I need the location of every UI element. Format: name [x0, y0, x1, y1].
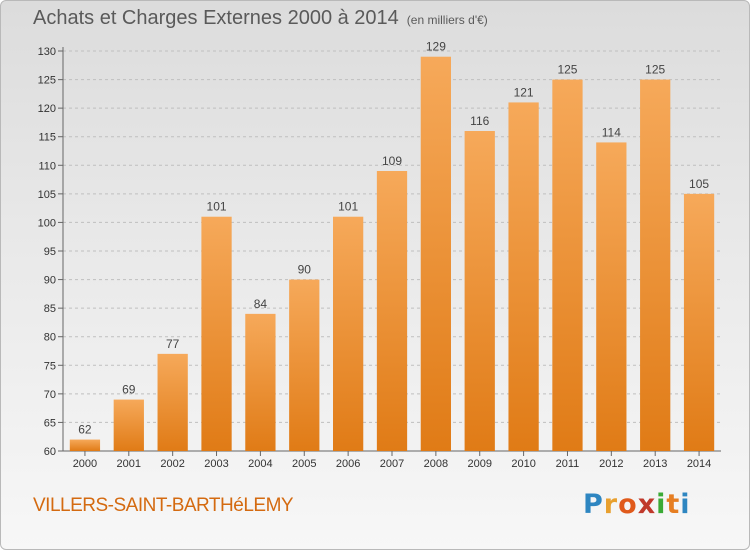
y-tick-label: 95 [44, 246, 56, 258]
bar-value-label: 62 [78, 423, 92, 437]
chart-subtitle: (en milliers d'€) [406, 13, 488, 27]
bar-value-label: 101 [207, 200, 227, 214]
x-tick-label: 2006 [336, 458, 360, 470]
y-tick-label: 115 [38, 132, 56, 144]
commune-name: VILLERS-SAINT-BARTHéLEMY [33, 495, 294, 516]
bar [332, 216, 364, 451]
bar-value-label: 121 [514, 85, 534, 99]
logo-letter: i [656, 489, 667, 520]
logo-letter: r [603, 489, 619, 520]
bar [683, 193, 715, 451]
y-tick-label: 90 [44, 275, 56, 287]
bar-value-label: 105 [689, 177, 709, 191]
y-tick-label: 65 [44, 417, 56, 429]
bar-value-label: 101 [338, 200, 358, 214]
logo-letter: i [680, 489, 691, 520]
y-tick-label: 60 [44, 446, 56, 458]
bar [552, 79, 583, 452]
bar-value-label: 77 [166, 337, 180, 351]
logo-letter: o [618, 489, 638, 520]
x-tick-label: 2005 [292, 458, 316, 470]
bar-value-label: 125 [645, 63, 665, 77]
bar-value-label: 129 [426, 40, 446, 54]
bar-value-label: 90 [298, 263, 312, 277]
bar [157, 353, 188, 451]
bar-value-label: 109 [382, 154, 402, 168]
x-tick-label: 2000 [73, 458, 97, 470]
x-tick-label: 2003 [204, 458, 228, 470]
x-tick-label: 2011 [556, 458, 580, 470]
y-tick-label: 105 [38, 189, 56, 201]
bar [201, 216, 232, 451]
x-tick-label: 2004 [248, 458, 272, 470]
bar-value-label: 116 [470, 114, 489, 128]
y-tick-label: 130 [38, 46, 56, 58]
y-tick-label: 125 [38, 75, 56, 87]
bar-value-label: 114 [602, 125, 621, 139]
y-tick-label: 70 [44, 389, 56, 401]
bar [420, 56, 452, 451]
bar [113, 399, 144, 451]
bar [640, 79, 671, 452]
x-tick-label: 2007 [380, 458, 404, 470]
bar [464, 131, 495, 451]
x-tick-label: 2014 [687, 458, 711, 470]
x-tick-label: 2010 [511, 458, 535, 470]
y-tick-label: 85 [44, 303, 56, 315]
y-tick-label: 120 [38, 103, 56, 115]
y-tick-label: 75 [44, 360, 56, 372]
logo-letter: x [637, 489, 657, 520]
proxiti-logo: Proxiti [583, 489, 691, 520]
logo-letter: t [666, 489, 681, 520]
chart-title: Achats et Charges Externes 2000 à 2014 (e… [33, 7, 488, 30]
x-tick-label: 2013 [643, 458, 667, 470]
bar [289, 279, 320, 451]
bar [508, 102, 539, 451]
bar [69, 439, 101, 451]
y-tick-label: 100 [38, 217, 56, 229]
bar-value-label: 69 [122, 383, 136, 397]
x-tick-label: 2001 [117, 458, 141, 470]
chart-title-text: Achats et Charges Externes 2000 à 2014 [33, 7, 399, 29]
bar-value-label: 125 [557, 63, 577, 77]
bar [596, 142, 627, 451]
bar-value-label: 84 [254, 297, 268, 311]
x-tick-label: 2008 [424, 458, 448, 470]
x-tick-label: 2012 [599, 458, 623, 470]
x-tick-label: 2002 [160, 458, 184, 470]
x-tick-label: 2009 [467, 458, 491, 470]
bar [376, 171, 408, 451]
y-tick-label: 110 [38, 160, 56, 172]
logo-letter: P [583, 489, 604, 520]
y-tick-label: 80 [44, 332, 56, 344]
bar [245, 313, 276, 451]
